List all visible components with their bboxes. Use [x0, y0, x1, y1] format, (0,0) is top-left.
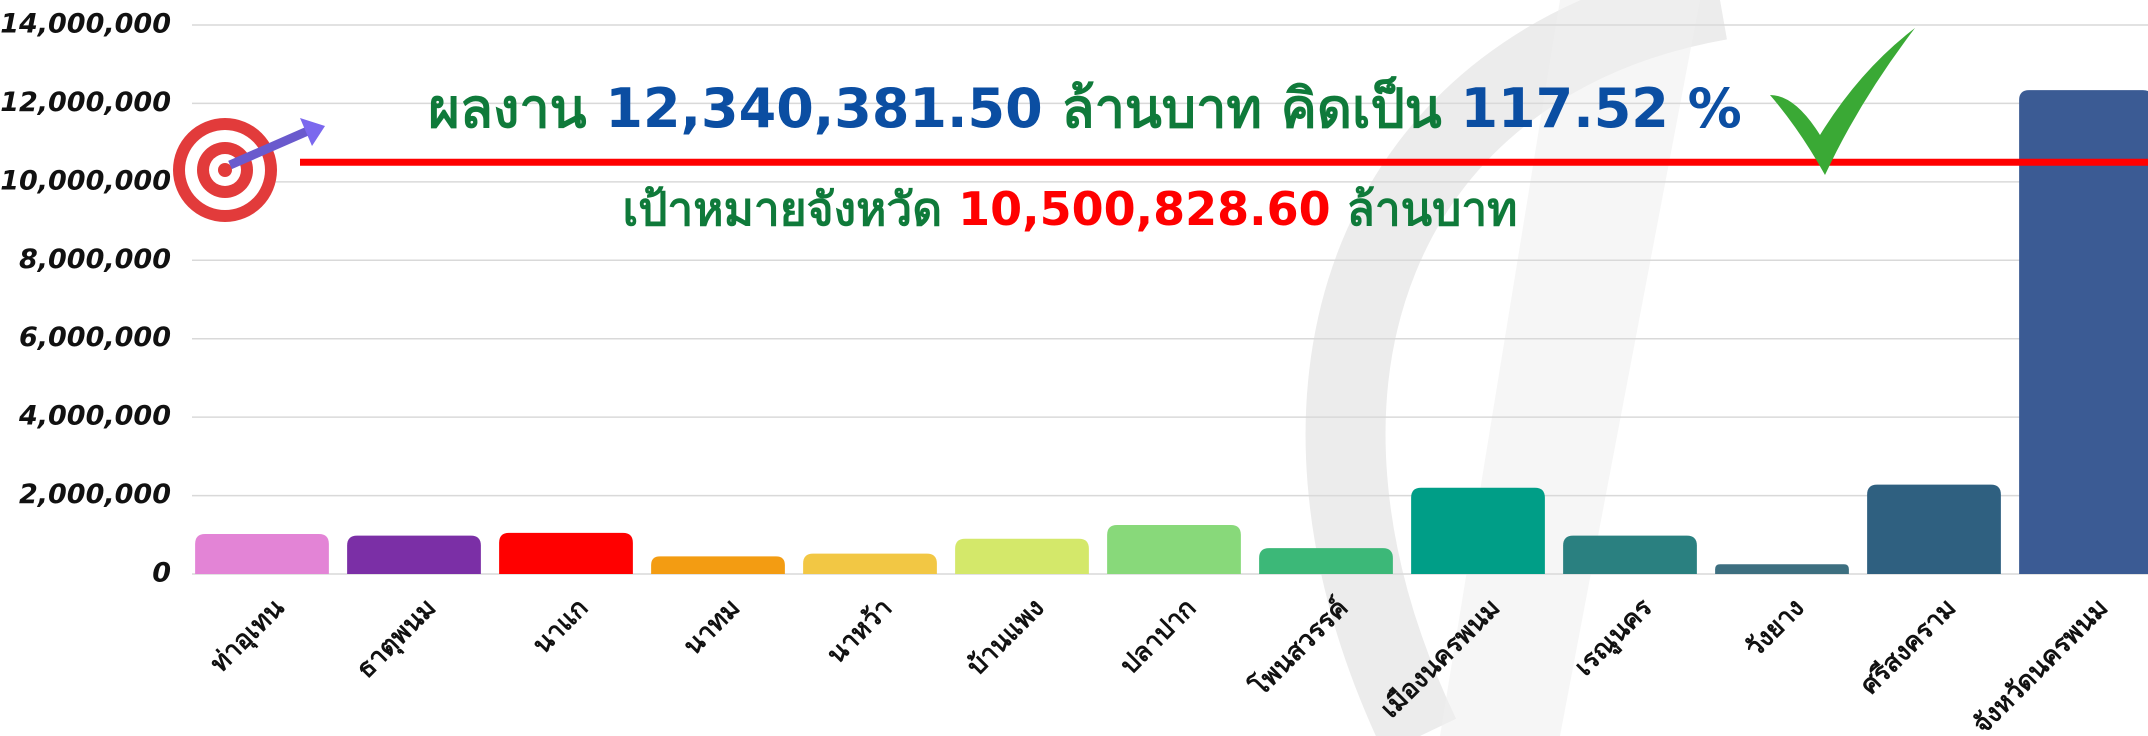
y-tick-label: 12,000,000 — [0, 87, 171, 118]
x-tick-label: บ้านแพง — [962, 593, 1051, 682]
x-tick-label: ท่าอุเทน — [205, 593, 292, 680]
bar — [347, 536, 481, 574]
bar — [1259, 548, 1393, 574]
x-tick-label: นาทม — [678, 593, 746, 661]
bar — [499, 533, 633, 574]
y-tick-label: 2,000,000 — [19, 479, 171, 510]
bar — [651, 556, 785, 574]
bar — [1715, 564, 1849, 574]
bar — [803, 554, 937, 574]
target-caption: เป้าหมายจังหวัด — [623, 182, 943, 236]
bar — [1411, 488, 1545, 574]
x-tick-label: ธาตุพนม — [351, 593, 443, 685]
bar — [955, 539, 1089, 574]
y-tick-label: 10,000,000 — [0, 165, 171, 196]
check-mark — [1770, 28, 1915, 175]
page: {"chart_data": { "type": "bar", "categor… — [0, 0, 2148, 736]
x-tick-label: โพนสวรรค์ — [1243, 592, 1354, 703]
x-tick-label: นาแก — [527, 593, 594, 660]
chart: 0 2,000,000 4,000,000 6,000,000 8,000,000 10,… — [0, 0, 2148, 736]
x-tick-label: นาหว้า — [821, 593, 898, 670]
bar — [1107, 525, 1241, 574]
y-tick-label: 0 — [152, 558, 171, 589]
y-tick-label: 6,000,000 — [19, 322, 171, 353]
y-tick-label: 8,000,000 — [19, 244, 171, 275]
x-tick-label: จังหวัดนครพนม — [1967, 593, 2114, 736]
headline-percent: 117.52 % — [1460, 77, 1741, 140]
y-tick-label: 14,000,000 — [0, 9, 171, 40]
headline: ผลงาน 12,340,381.50 ล้านบาท คิดเป็น 117.… — [428, 77, 1742, 140]
bar — [195, 534, 329, 574]
headline-value: 12,340,381.50 — [605, 77, 1042, 140]
target-unit: ล้านบาท — [1347, 182, 1518, 236]
y-tick-label: 4,000,000 — [18, 401, 171, 432]
headline-text: ล้านบาท คิดเป็น — [1061, 77, 1441, 140]
x-tick-label: ศรีสงคราม — [1855, 593, 1963, 701]
bar — [1563, 536, 1697, 574]
target-value: 10,500,828.60 — [958, 182, 1331, 236]
bar — [1867, 485, 2001, 574]
target-icon — [173, 118, 325, 222]
headline-text: ผลงาน — [428, 77, 586, 140]
x-tick-label: วังยาง — [1740, 593, 1811, 664]
target-text: เป้าหมายจังหวัด 10,500,828.60 ล้านบาท — [623, 182, 1518, 236]
x-tick-label: ปลาปาก — [1115, 593, 1203, 681]
